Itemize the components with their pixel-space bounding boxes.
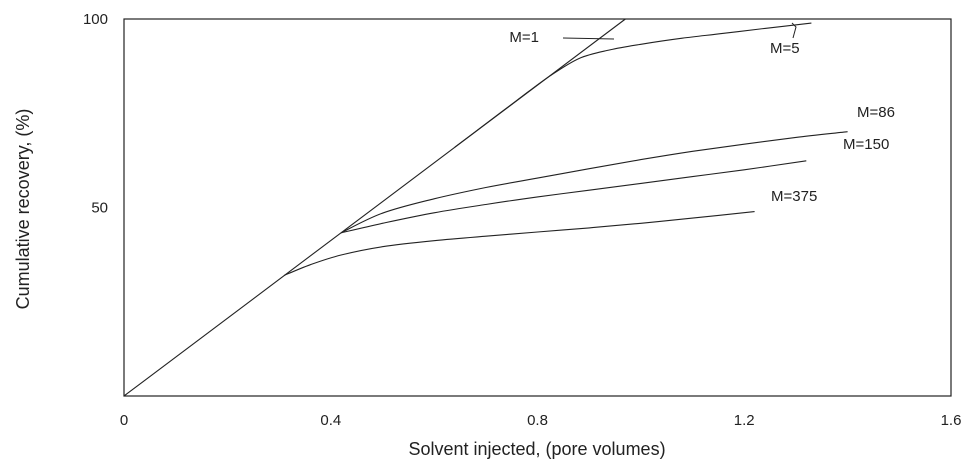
leader-line-m-5 bbox=[791, 22, 797, 39]
series-line-m-86 bbox=[340, 131, 848, 234]
x-tick-label: 0.8 bbox=[527, 412, 548, 429]
leader-line-m-1 bbox=[562, 37, 615, 40]
y-tick-label: 50 bbox=[91, 200, 108, 217]
x-tick-label: 0.4 bbox=[320, 412, 341, 429]
curve-label-m-1: M=1 bbox=[509, 29, 539, 46]
y-axis-title: Cumulative recovery, (%) bbox=[13, 109, 33, 310]
y-tick-label: 100 bbox=[83, 11, 108, 28]
curve-label-m-375: M=375 bbox=[771, 188, 817, 205]
x-tick-label: 0 bbox=[120, 412, 128, 429]
series-layer bbox=[123, 18, 848, 397]
series-line-m-375 bbox=[283, 211, 755, 276]
x-axis-title: Solvent injected, (pore volumes) bbox=[408, 439, 665, 459]
x-tick-label: 1.6 bbox=[941, 412, 962, 429]
series-line-m-5 bbox=[454, 22, 812, 148]
curve-label-m-86: M=86 bbox=[857, 104, 895, 121]
tick-layer: 0 0.4 0.8 1.2 1.6 50 100 bbox=[83, 11, 961, 429]
series-line-m-150 bbox=[340, 160, 807, 234]
curve-label-m-5: M=5 bbox=[770, 40, 800, 57]
annotation-layer: M=1 M=5 M=86 M=150 M=375 bbox=[509, 22, 895, 205]
x-tick-label: 1.2 bbox=[734, 412, 755, 429]
plot-frame bbox=[123, 18, 952, 397]
curve-label-m-150: M=150 bbox=[843, 136, 889, 153]
